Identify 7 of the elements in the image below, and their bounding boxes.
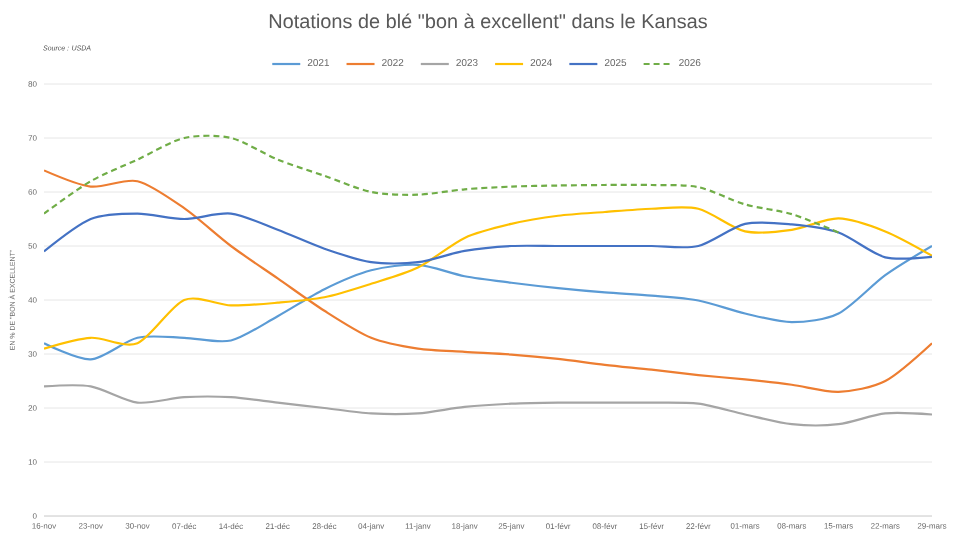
line-series [44, 384, 933, 427]
line-series [44, 169, 933, 393]
line-series [44, 244, 933, 361]
line-series [44, 206, 933, 350]
line-series [44, 134, 840, 234]
chart-title: Notations de blé "bon à excellent" dans le Kansas [269, 13, 707, 29]
line-series [44, 212, 933, 265]
